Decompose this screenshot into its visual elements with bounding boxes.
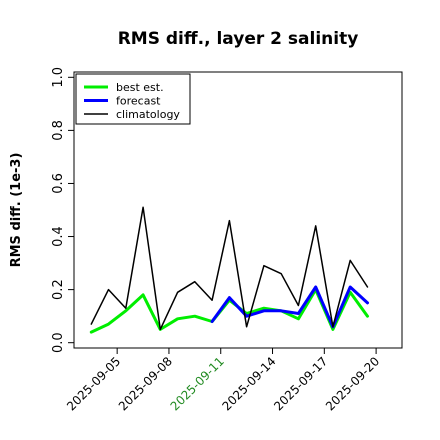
- plot-area: [89, 206, 369, 334]
- legend-label: forecast: [116, 95, 161, 108]
- plot-frame: [73, 71, 403, 349]
- series-line-forecast: [210, 285, 369, 329]
- x-tick-label: 2025-09-05: [64, 354, 123, 413]
- y-tick-label: 1.0: [51, 67, 66, 88]
- x-tick-label: 2025-09-14: [219, 354, 278, 413]
- y-axis-label: RMS diff. (1e-3): [9, 153, 24, 268]
- chart-title: RMS diff., layer 2 salinity: [118, 29, 359, 49]
- y-tick-label: 0.2: [51, 279, 66, 300]
- y-tick-label: 0.0: [51, 332, 66, 353]
- y-tick-label: 0.8: [51, 120, 66, 141]
- legend-label: climatology: [116, 108, 180, 121]
- x-tick-label: 2025-09-20: [323, 354, 382, 413]
- x-tick-label: 2025-09-08: [116, 354, 175, 413]
- series-line-climatology: [90, 206, 369, 331]
- x-tick-label: 2025-09-11: [168, 354, 227, 413]
- y-tick-label: 0.6: [51, 173, 66, 194]
- x-tick-label: 2025-09-17: [271, 354, 330, 413]
- y-tick-label: 0.4: [51, 226, 66, 247]
- legend-label: best est.: [116, 81, 164, 94]
